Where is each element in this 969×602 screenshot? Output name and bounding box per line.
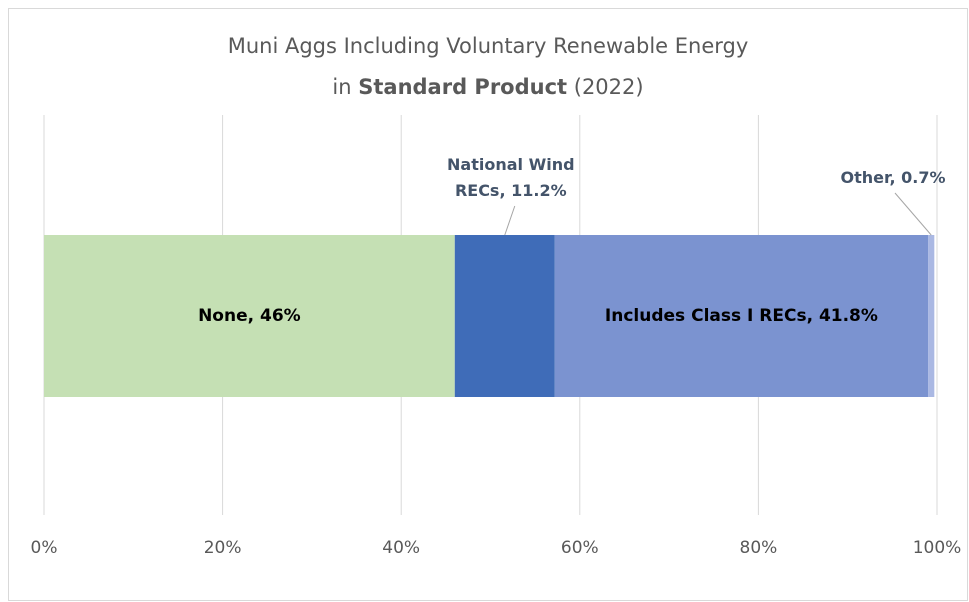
title-part: (2022) [567,75,644,99]
x-tick-label: 60% [561,538,599,558]
bar-segment [928,235,935,397]
bar-segment [454,235,555,397]
x-tick-label: 0% [31,538,58,558]
data-label: National Wind RECs, 11.2% [447,155,575,200]
x-tick-label: 20% [204,538,242,558]
data-label: None, 46% [198,306,301,326]
leader-line [504,205,516,236]
chart-title: Muni Aggs Including Voluntary Renewable … [228,34,749,58]
chart-subtitle: in Standard Product (2022) [332,75,643,99]
x-tick-label: 80% [740,538,778,558]
data-label: Includes Class I RECs, 41.8% [604,306,878,326]
title-part: Standard Product [358,75,567,99]
title-part: in [332,75,358,99]
x-tick-label: 100% [913,538,962,558]
data-label: Other, 0.7% [840,168,946,187]
bar-segment [44,235,455,397]
leader-line [894,192,932,236]
x-tick-label: 40% [382,538,420,558]
bar-segment [554,235,929,397]
